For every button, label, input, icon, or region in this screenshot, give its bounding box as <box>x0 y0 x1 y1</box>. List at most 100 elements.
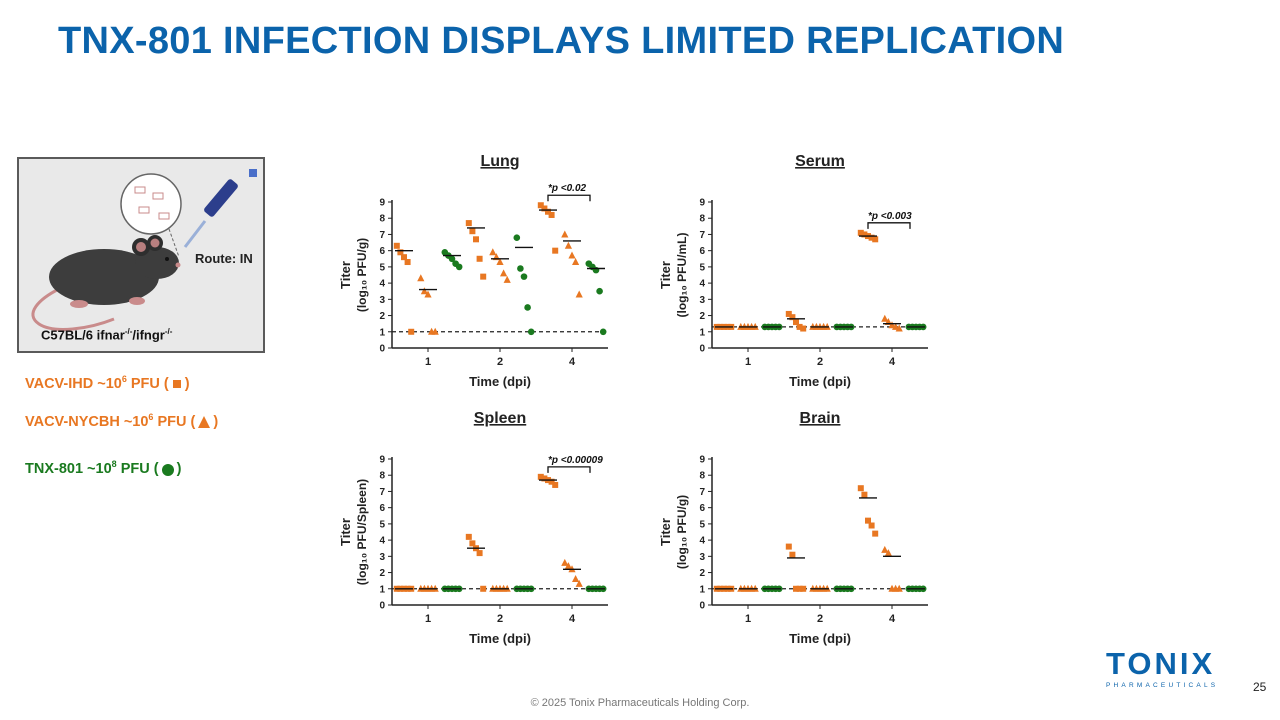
legend-text: PFU ( <box>116 460 159 477</box>
page-number: 25 <box>1253 680 1267 694</box>
y-tick-label: 2 <box>379 568 385 579</box>
mouse-nose <box>175 262 181 268</box>
x-tick-label: 2 <box>497 613 503 625</box>
legend-vacv-nycbh: VACV-NYCBH ~106 PFU () <box>25 412 218 430</box>
legend-exponent: 6 <box>121 374 127 384</box>
data-point <box>599 328 607 336</box>
data-point <box>541 205 548 212</box>
mouse-head <box>135 247 179 279</box>
y-axis-label: Titer <box>338 518 353 546</box>
y-tick-label: 7 <box>379 487 385 498</box>
y-tick-label: 5 <box>379 519 385 530</box>
strain-mid: /ifngr <box>132 327 165 343</box>
y-tick-label: 6 <box>379 246 385 257</box>
route-label: Route: IN <box>195 251 253 266</box>
y-tick-label: 1 <box>379 584 385 595</box>
y-tick-label: 3 <box>379 552 385 563</box>
cell-icon <box>152 192 164 200</box>
data-point <box>881 545 889 553</box>
mouse-ear-inner <box>136 242 146 252</box>
cell-zoom-circle <box>120 173 182 235</box>
data-point <box>868 522 875 529</box>
legend-text: VACV-NYCBH ~10 <box>25 413 149 430</box>
data-point <box>401 254 407 261</box>
y-tick-label: 8 <box>699 471 705 482</box>
data-point <box>564 562 572 570</box>
data-point <box>469 228 476 235</box>
data-point <box>572 258 580 266</box>
data-point <box>548 211 555 218</box>
data-point <box>575 290 583 298</box>
legend-exponent: 8 <box>111 459 117 469</box>
x-tick-label: 4 <box>889 356 896 368</box>
y-tick-label: 2 <box>699 568 705 579</box>
data-point <box>568 251 576 259</box>
data-point <box>857 485 864 492</box>
data-point <box>465 533 472 540</box>
x-tick-label: 1 <box>425 613 431 625</box>
y-axis-label: Titer <box>338 261 353 289</box>
data-point <box>527 328 535 336</box>
y-tick-label: 6 <box>699 246 705 257</box>
y-tick-label: 9 <box>379 198 385 209</box>
x-tick-label: 1 <box>425 356 431 368</box>
x-tick-label: 2 <box>497 356 503 368</box>
data-point <box>564 241 572 249</box>
data-point <box>785 310 792 317</box>
data-point <box>861 231 868 238</box>
y-axis-label: Titer <box>658 261 673 289</box>
y-axis-label: Titer <box>658 518 673 546</box>
x-axis-label: Time (dpi) <box>469 631 531 646</box>
legend-text: PFU ( <box>153 413 196 430</box>
data-point <box>884 549 892 557</box>
pipette-icon <box>183 169 257 248</box>
data-point <box>545 208 551 215</box>
data-point <box>793 585 799 592</box>
chart-brain: Brain 0 1 2 3 4 5 6 7 8 9 1 2 4 Time (dpi) Titer (log₁₀ … <box>658 410 928 646</box>
y-tick-label: 0 <box>699 601 705 612</box>
chart-serum: Serum 0 1 2 3 4 5 6 7 8 9 1 2 4 Time (dpi) Titer (log₁₀ … <box>658 153 928 389</box>
y-tick-label: 7 <box>699 487 705 498</box>
y-tick-label: 3 <box>699 552 705 563</box>
data-point <box>404 259 411 266</box>
legend-tnx-801: TNX-801 ~108 PFU () <box>25 459 181 477</box>
p-value-annotation: *p <0.00009 <box>548 455 603 466</box>
cell-icon <box>138 206 150 214</box>
chart-spleen: Spleen 0 1 2 3 4 5 6 7 8 9 1 2 4 Time (dpi) Titer (log₁₀… <box>338 410 608 646</box>
strain-text: C57BL/6 ifnar <box>41 327 125 343</box>
y-tick-label: 9 <box>379 455 385 466</box>
cell-icon <box>158 212 170 220</box>
data-point <box>561 230 569 238</box>
legend-vacv-ihd: VACV-IHD ~106 PFU () <box>25 374 190 392</box>
mouse-tail <box>31 287 115 331</box>
y-tick-label: 6 <box>379 503 385 514</box>
y-tick-label: 0 <box>699 344 705 355</box>
data-point <box>789 551 796 558</box>
data-point <box>520 273 528 280</box>
significance-bracket <box>867 222 911 229</box>
data-point <box>872 236 879 243</box>
data-point <box>796 323 803 330</box>
data-point <box>561 558 569 566</box>
mouse-eye <box>165 257 169 261</box>
y-tick-label: 5 <box>699 519 705 530</box>
y-tick-label: 7 <box>699 230 705 241</box>
x-tick-label: 2 <box>817 613 823 625</box>
significance-bracket <box>547 466 591 473</box>
y-tick-label: 2 <box>379 311 385 322</box>
y-tick-label: 3 <box>379 295 385 306</box>
data-point <box>800 325 807 332</box>
y-tick-label: 7 <box>379 230 385 241</box>
mouse-ear-inner <box>150 238 160 248</box>
mouse-illustration <box>31 169 257 331</box>
data-point <box>420 287 428 295</box>
y-tick-label: 4 <box>379 279 385 290</box>
data-point <box>496 258 504 266</box>
mouse-foot <box>129 297 145 305</box>
data-point <box>895 584 903 592</box>
y-tick-label: 3 <box>699 295 705 306</box>
y-axis-label: (log₁₀ PFU/mL) <box>675 232 689 317</box>
data-point <box>552 247 559 254</box>
x-axis-label: Time (dpi) <box>789 374 851 389</box>
chart-title: Serum <box>795 153 845 170</box>
